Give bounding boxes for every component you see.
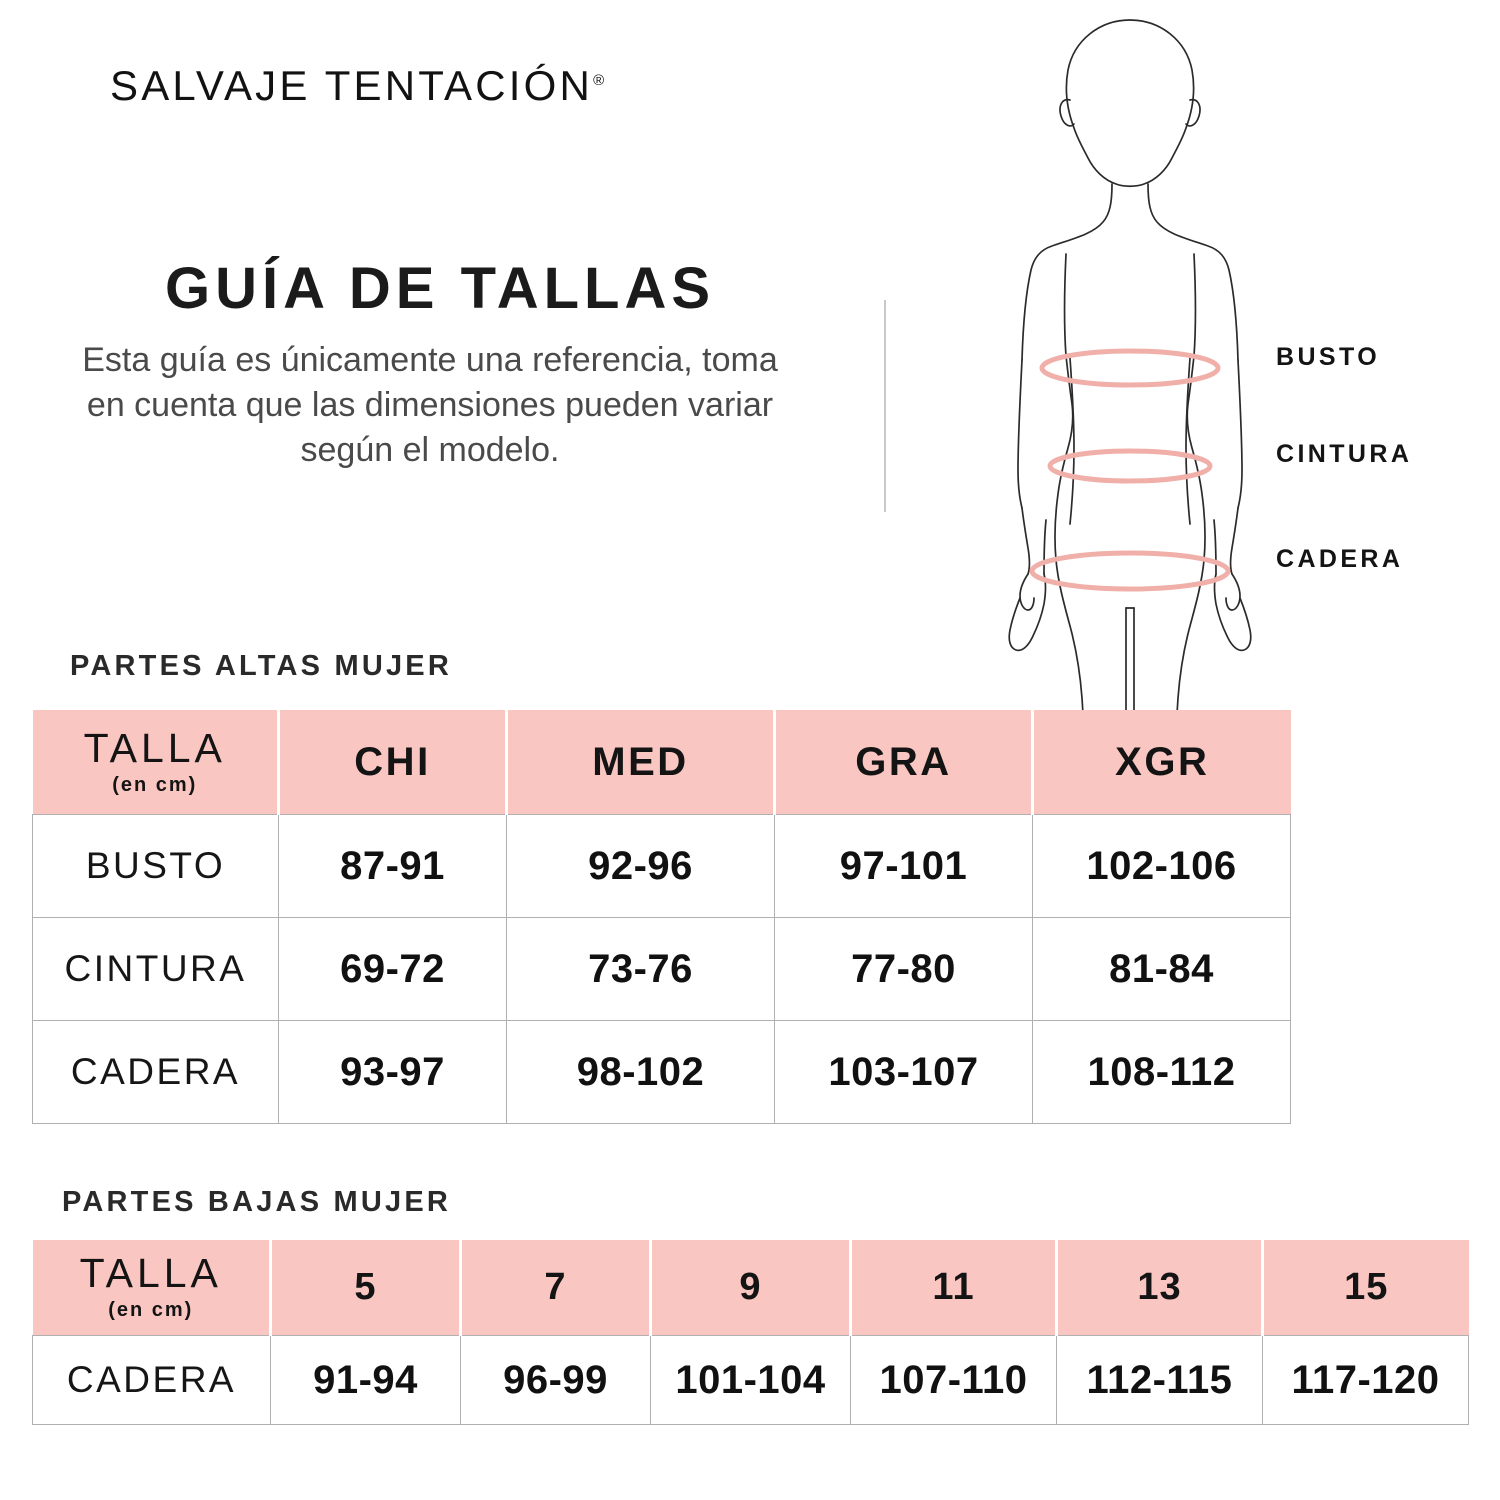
busto-measure-band: [1039, 348, 1221, 388]
table-row: BUSTO 87-91 92-96 97-101 102-106: [32, 814, 1291, 918]
cell-busto-gra: 97-101: [774, 814, 1033, 918]
table-row: CADERA 93-97 98-102 103-107 108-112: [32, 1020, 1291, 1124]
section-caption-upper: PARTES ALTAS MUJER: [70, 650, 452, 682]
header-talla-main: TALLA: [83, 724, 226, 771]
header-talla-sub: (en cm): [112, 773, 198, 796]
row-label-busto: BUSTO: [32, 814, 279, 918]
cell-cadera-gra: 103-107: [774, 1020, 1033, 1124]
cell-cadera-7: 96-99: [460, 1335, 651, 1425]
header-cell-size-15: 15: [1261, 1240, 1469, 1336]
brand-logo: SALVAJE TENTACIÓN®: [110, 62, 604, 110]
row-label-cintura: CINTURA: [32, 917, 279, 1021]
cell-cadera-9: 101-104: [650, 1335, 851, 1425]
cell-busto-chi: 87-91: [278, 814, 507, 918]
header-talla-sub: (en cm): [108, 1299, 194, 1321]
brand-name: SALVAJE TENTACIÓN: [110, 62, 594, 109]
header-cell-size-11: 11: [849, 1240, 1058, 1336]
table-header-row: TALLA (en cm) CHI MED GRA XGR: [32, 710, 1291, 815]
section-caption-lower: PARTES BAJAS MUJER: [62, 1186, 452, 1218]
cell-cintura-xgr: 81-84: [1032, 917, 1291, 1021]
header-talla-main: TALLA: [79, 1250, 222, 1296]
table-header-row: TALLA (en cm) 5 7 9 11 13 15: [32, 1240, 1469, 1336]
header-cell-size-9: 9: [649, 1240, 852, 1336]
lower-body-size-table: TALLA (en cm) 5 7 9 11 13 15 CADERA 91-9…: [32, 1240, 1469, 1425]
measurement-label-cintura: CINTURA: [1276, 440, 1413, 468]
header-cell-gra: GRA: [773, 710, 1034, 815]
table-row: CADERA 91-94 96-99 101-104 107-110 112-1…: [32, 1335, 1469, 1425]
measurement-label-busto: BUSTO: [1276, 343, 1381, 371]
header-cell-size-5: 5: [269, 1240, 462, 1336]
cintura-measure-band: [1047, 448, 1213, 484]
cell-busto-med: 92-96: [506, 814, 775, 918]
cell-cintura-med: 73-76: [506, 917, 775, 1021]
cell-cadera-chi: 93-97: [278, 1020, 507, 1124]
cadera-measure-band: [1029, 550, 1231, 592]
cell-cadera-med: 98-102: [506, 1020, 775, 1124]
header-cell-talla: TALLA (en cm): [32, 710, 280, 815]
header-cell-size-7: 7: [459, 1240, 652, 1336]
cell-cadera-15: 117-120: [1262, 1335, 1469, 1425]
header-cell-med: MED: [505, 710, 776, 815]
header-cell-xgr: XGR: [1031, 710, 1291, 815]
cell-cadera-13: 112-115: [1056, 1335, 1263, 1425]
measurement-label-cadera: CADERA: [1276, 545, 1404, 573]
guide-description: Esta guía es únicamente una referencia, …: [82, 341, 778, 470]
row-label-cadera: CADERA: [32, 1335, 271, 1425]
page-title: GUÍA DE TALLAS: [164, 256, 716, 321]
upper-body-size-table: TALLA (en cm) CHI MED GRA XGR BUSTO 87-9…: [32, 710, 1291, 1124]
cell-cadera-5: 91-94: [270, 1335, 461, 1425]
header-cell-chi: CHI: [277, 710, 508, 815]
header-cell-talla: TALLA (en cm): [32, 1240, 272, 1336]
cell-busto-xgr: 102-106: [1032, 814, 1291, 918]
cell-cintura-chi: 69-72: [278, 917, 507, 1021]
body-figure-illustration: [960, 8, 1300, 714]
cell-cadera-xgr: 108-112: [1032, 1020, 1291, 1124]
header-cell-size-13: 13: [1055, 1240, 1264, 1336]
cell-cintura-gra: 77-80: [774, 917, 1033, 1021]
vertical-divider: [884, 300, 886, 512]
registered-trademark-icon: ®: [593, 72, 605, 89]
cell-cadera-11: 107-110: [850, 1335, 1057, 1425]
table-row: CINTURA 69-72 73-76 77-80 81-84: [32, 917, 1291, 1021]
row-label-cadera: CADERA: [32, 1020, 279, 1124]
